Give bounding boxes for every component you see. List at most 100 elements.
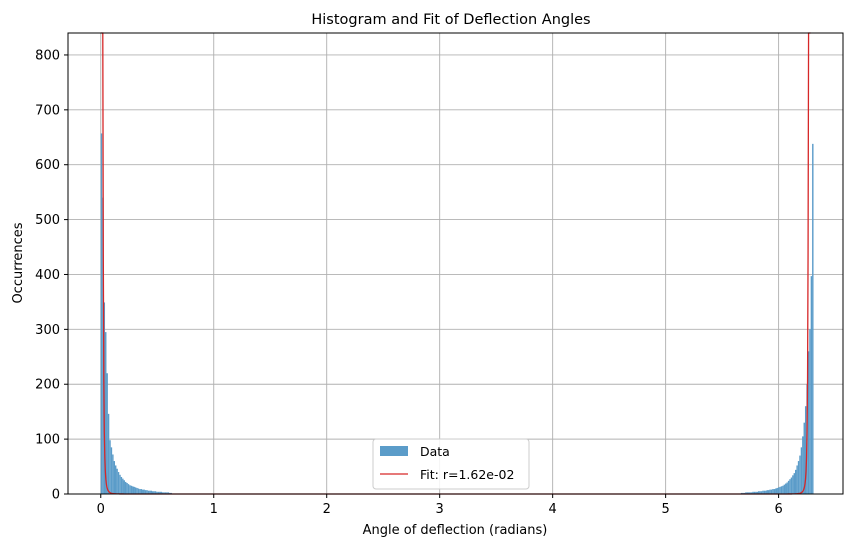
- histogram-bar: [144, 490, 147, 494]
- histogram-bar: [137, 488, 140, 494]
- histogram-bar: [123, 480, 125, 494]
- histogram-bar: [789, 479, 791, 494]
- histogram-bar: [748, 492, 750, 494]
- x-tick-label: 1: [210, 502, 218, 517]
- histogram-bar: [146, 490, 148, 494]
- histogram-bar: [763, 490, 766, 494]
- histogram-bar: [770, 489, 773, 494]
- y-tick-label: 100: [35, 433, 60, 448]
- histogram-bar: [766, 490, 768, 494]
- histogram-bar: [124, 481, 127, 494]
- histogram-bar: [746, 492, 749, 494]
- histogram-bar: [100, 133, 103, 495]
- histogram-bar: [149, 490, 151, 494]
- histogram-bar: [777, 487, 780, 494]
- histogram-bar: [752, 491, 754, 494]
- histogram-bar: [792, 475, 794, 494]
- y-axis-label: Occurrences: [11, 222, 26, 303]
- y-tick-label: 0: [52, 488, 60, 503]
- histogram-bar: [163, 492, 165, 494]
- y-axis-ticks: 0 100 200 300 400 500 600 700 800: [35, 48, 68, 503]
- histogram-bar: [750, 492, 753, 494]
- histogram-bar: [113, 461, 115, 494]
- histogram-bar: [773, 489, 776, 494]
- histogram-bar: [749, 492, 751, 494]
- legend-box: [372, 438, 530, 490]
- histogram-bar: [799, 455, 801, 494]
- histogram-bar: [107, 413, 110, 494]
- histogram-bar: [161, 492, 164, 494]
- legend-data-swatch: [380, 446, 408, 456]
- histogram-bar: [787, 480, 790, 494]
- legend-data-label: Data: [420, 444, 450, 459]
- histogram-bar: [775, 488, 777, 494]
- histogram-bar: [109, 440, 111, 494]
- histogram-bar: [120, 476, 123, 494]
- histogram-bar: [762, 490, 764, 494]
- y-tick-label: 700: [35, 103, 60, 118]
- histogram-bar: [122, 478, 124, 494]
- histogram-bar: [745, 492, 747, 494]
- histogram-bar: [112, 454, 114, 494]
- histogram-bar: [790, 477, 793, 494]
- histogram-bar: [150, 490, 153, 494]
- histogram-bar: [796, 465, 798, 494]
- histogram-bar: [140, 489, 143, 494]
- histogram-bar: [160, 491, 162, 494]
- histogram-bar: [780, 486, 783, 494]
- histogram-bar: [810, 276, 813, 494]
- x-tick-label: 0: [97, 502, 105, 517]
- histogram-bar: [152, 491, 154, 494]
- histogram-bar: [132, 486, 134, 494]
- histogram-bars: [100, 133, 814, 495]
- histogram-bar: [786, 482, 788, 494]
- histogram-bar: [164, 492, 167, 494]
- y-tick-label: 600: [35, 158, 60, 173]
- histogram-bar: [783, 484, 786, 494]
- histogram-bar: [130, 485, 133, 494]
- y-tick-label: 400: [35, 268, 60, 283]
- histogram-bar: [102, 197, 104, 494]
- histogram-bar: [772, 489, 774, 494]
- histogram-bar: [129, 485, 131, 494]
- histogram-bar: [769, 489, 771, 494]
- x-axis-ticks: 0 1 2 3 4 5 6: [97, 494, 783, 517]
- x-tick-label: 3: [436, 502, 444, 517]
- histogram-bar: [110, 447, 113, 494]
- histogram-bar: [800, 447, 803, 494]
- fit-curve: [100, 32, 811, 495]
- histogram-bar: [167, 492, 170, 494]
- histogram-bar: [793, 473, 796, 494]
- legend-fit-label: Fit: r=1.62e-02: [420, 467, 514, 482]
- x-tick-label: 2: [323, 502, 331, 517]
- histogram-bar: [157, 491, 160, 494]
- histogram-bar: [797, 461, 800, 494]
- histogram-bar: [147, 490, 150, 494]
- x-tick-label: 6: [774, 502, 782, 517]
- histogram-bar: [767, 490, 770, 494]
- histogram-bar: [760, 491, 763, 494]
- histogram-bar: [782, 485, 784, 494]
- histogram-bar: [119, 474, 121, 494]
- histogram-bar: [785, 483, 787, 494]
- histogram-bar: [154, 491, 157, 494]
- histogram-bar: [804, 406, 807, 494]
- histogram-bar: [116, 468, 118, 494]
- histogram-bar: [795, 469, 797, 494]
- y-tick-label: 500: [35, 213, 60, 228]
- histogram-bar: [159, 491, 161, 494]
- histogram-bar: [126, 483, 128, 494]
- histogram-bar: [802, 436, 804, 494]
- plot-frame: [67, 32, 844, 495]
- legend: Data Fit: r=1.62e-02: [372, 438, 530, 490]
- histogram-bar: [114, 465, 117, 494]
- x-tick-label: 5: [661, 502, 669, 517]
- histogram-bar: [105, 332, 107, 494]
- histogram-bar: [759, 491, 761, 494]
- histogram-bar: [757, 491, 760, 494]
- y-tick-label: 200: [35, 378, 60, 393]
- y-tick-label: 800: [35, 48, 60, 63]
- histogram-bar: [156, 491, 158, 494]
- grid-lines: [68, 33, 843, 495]
- histogram-bar: [753, 491, 756, 494]
